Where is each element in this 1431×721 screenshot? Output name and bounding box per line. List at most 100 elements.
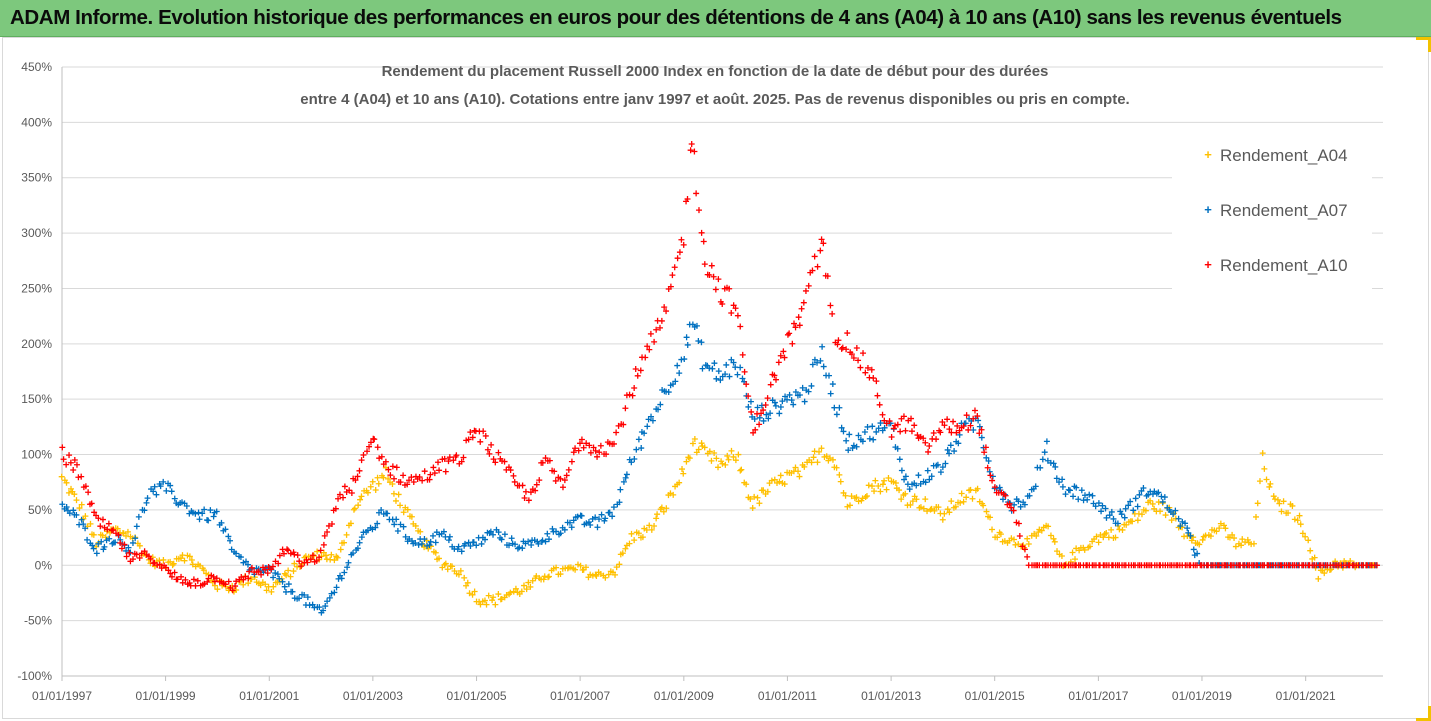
data-point — [190, 576, 197, 583]
data-point — [205, 575, 212, 582]
data-point — [126, 549, 133, 556]
data-point — [527, 583, 534, 590]
data-point — [684, 341, 691, 348]
data-point — [464, 579, 471, 586]
data-point — [1075, 496, 1082, 503]
data-point — [1172, 507, 1179, 514]
data-point — [699, 365, 706, 372]
data-point — [389, 481, 396, 488]
data-point — [646, 346, 653, 353]
data-point — [1134, 503, 1141, 510]
data-point — [549, 525, 556, 532]
data-point — [764, 488, 771, 495]
data-point — [1073, 484, 1080, 491]
data-point — [875, 425, 882, 432]
data-point — [144, 495, 151, 502]
data-point — [861, 429, 868, 436]
data-point — [687, 147, 694, 154]
data-point — [143, 499, 150, 506]
data-point — [511, 478, 518, 485]
data-point — [473, 542, 480, 549]
data-point — [336, 491, 343, 498]
data-point — [291, 560, 298, 567]
data-point — [610, 504, 617, 511]
data-point — [1112, 534, 1119, 541]
data-point — [1229, 531, 1236, 538]
data-point — [711, 360, 718, 367]
data-point — [605, 571, 612, 578]
data-point — [790, 401, 797, 408]
data-point — [1052, 463, 1059, 470]
data-point — [232, 583, 239, 590]
data-point — [1103, 529, 1110, 536]
data-point — [441, 455, 448, 462]
chart-title-line-2: entre 4 (A04) et 10 ans (A10). Cotations… — [300, 91, 1130, 108]
data-point — [296, 563, 303, 570]
data-point — [984, 464, 991, 471]
data-point — [713, 455, 720, 462]
data-point — [693, 190, 700, 197]
data-point — [777, 352, 784, 359]
data-point — [635, 530, 642, 537]
data-point — [989, 477, 996, 484]
data-point — [160, 478, 167, 485]
data-point — [222, 581, 229, 588]
data-point — [412, 522, 419, 529]
data-point — [482, 536, 489, 543]
data-point — [734, 312, 741, 319]
data-point — [1059, 476, 1066, 483]
data-point — [749, 505, 756, 512]
data-point — [654, 511, 661, 518]
data-point — [458, 548, 465, 555]
data-point — [200, 567, 207, 574]
data-point — [285, 567, 292, 574]
data-point — [563, 472, 570, 479]
data-point — [1037, 464, 1044, 471]
data-point — [1256, 478, 1263, 485]
data-point — [617, 486, 624, 493]
data-point — [725, 456, 732, 463]
data-point — [987, 472, 994, 479]
data-point — [826, 372, 833, 379]
data-point — [331, 557, 338, 564]
data-point — [572, 566, 579, 573]
data-point — [1099, 502, 1106, 509]
data-point — [758, 410, 765, 417]
data-point — [898, 467, 905, 474]
data-point — [322, 552, 329, 559]
data-point — [622, 405, 629, 412]
data-point — [435, 555, 442, 562]
data-point — [108, 527, 115, 534]
data-point — [594, 453, 601, 460]
data-point — [453, 452, 460, 459]
data-point — [1081, 546, 1088, 553]
data-point — [1127, 498, 1134, 505]
data-point — [862, 494, 869, 501]
data-point — [868, 366, 875, 373]
data-point — [765, 415, 772, 422]
data-point — [167, 558, 174, 565]
data-point — [602, 574, 609, 581]
data-point — [927, 506, 934, 513]
data-point — [1050, 535, 1057, 542]
data-point — [519, 545, 526, 552]
data-point — [922, 439, 929, 446]
data-point — [1213, 528, 1220, 535]
data-point — [647, 330, 654, 337]
data-point — [346, 487, 353, 494]
data-point — [767, 381, 774, 388]
data-point — [638, 445, 645, 452]
data-point — [510, 472, 517, 479]
data-point — [846, 431, 853, 438]
data-point — [387, 472, 394, 479]
data-point — [693, 322, 700, 329]
data-point — [321, 532, 328, 539]
data-point — [1159, 498, 1166, 505]
data-point — [1140, 484, 1147, 491]
data-point — [380, 474, 387, 481]
data-point — [566, 519, 573, 526]
data-point — [104, 526, 111, 533]
data-point — [752, 426, 759, 433]
data-point — [799, 384, 806, 391]
data-point — [737, 467, 744, 474]
